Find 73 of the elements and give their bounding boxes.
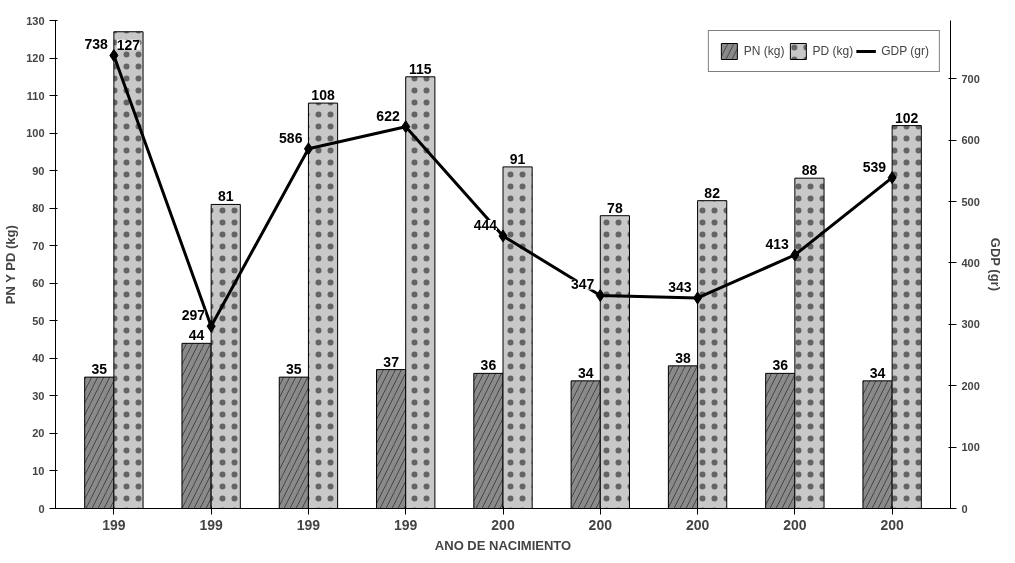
y-tick-label: 40 bbox=[32, 352, 45, 365]
data-label: 622 bbox=[376, 107, 400, 124]
data-label: 34 bbox=[869, 364, 886, 381]
data-label: 34 bbox=[577, 364, 594, 381]
data-label: 82 bbox=[704, 184, 721, 201]
data-label: 102 bbox=[895, 109, 919, 126]
data-label: 36 bbox=[480, 357, 497, 374]
data-label: 413 bbox=[765, 235, 790, 252]
x-tick-label: 200 bbox=[685, 516, 710, 533]
y-tick-label: 80 bbox=[32, 202, 45, 215]
data-label: 91 bbox=[509, 150, 526, 167]
y-tick-label: 20 bbox=[32, 427, 45, 440]
y-tick-label: 90 bbox=[32, 164, 45, 177]
data-label: 738 bbox=[84, 36, 109, 53]
point bbox=[109, 48, 119, 62]
y2-tick-label: 600 bbox=[961, 134, 980, 147]
x-tick-label: 199 bbox=[199, 516, 224, 533]
data-label: 108 bbox=[311, 87, 335, 104]
point bbox=[887, 171, 897, 185]
y-tick-label: 130 bbox=[26, 14, 45, 27]
y-tick-label: 70 bbox=[32, 239, 45, 252]
y-axis-title: PN Y PD (kg) bbox=[3, 225, 19, 305]
data-label: 36 bbox=[772, 357, 789, 374]
data-label: 37 bbox=[383, 353, 400, 370]
data-label: 127 bbox=[116, 36, 141, 53]
y-tick-label: 120 bbox=[26, 52, 45, 65]
x-tick-label: 199 bbox=[394, 516, 418, 533]
y2-tick-label: 400 bbox=[961, 256, 980, 269]
y-tick-label: 100 bbox=[26, 127, 45, 140]
point bbox=[595, 289, 605, 302]
x-tick-label: 200 bbox=[783, 516, 807, 533]
data-label: 297 bbox=[181, 307, 206, 324]
data-label: 343 bbox=[668, 278, 692, 295]
data-label: 586 bbox=[279, 129, 303, 146]
x-tick-label: 200 bbox=[880, 516, 905, 533]
y-tick-label: 110 bbox=[26, 89, 45, 102]
x-axis-title: ANO DE NACIMIENTO bbox=[434, 537, 572, 553]
x-tick-label: 199 bbox=[296, 516, 321, 533]
y-tick-label: 0 bbox=[38, 502, 45, 515]
data-label: 81 bbox=[217, 188, 234, 205]
y-tick-label: 10 bbox=[32, 464, 45, 477]
point bbox=[206, 319, 216, 333]
y2-tick-label: 500 bbox=[961, 195, 980, 208]
data-label: 115 bbox=[409, 60, 432, 77]
y-tick-label: 50 bbox=[32, 314, 45, 327]
x-tick-label: 199 bbox=[102, 516, 126, 533]
y2-tick-label: 100 bbox=[961, 441, 980, 454]
point bbox=[303, 142, 313, 156]
data-label: 78 bbox=[607, 199, 623, 216]
point bbox=[498, 229, 508, 243]
y2-tick-label: 200 bbox=[961, 379, 980, 392]
y-tick-label: 30 bbox=[32, 389, 45, 402]
x-tick-label: 200 bbox=[491, 516, 515, 533]
data-label: 347 bbox=[570, 276, 595, 293]
legend-label: GDP (gr) bbox=[881, 44, 929, 58]
point bbox=[693, 291, 703, 305]
data-label: 444 bbox=[473, 216, 498, 233]
y-tick-label: 60 bbox=[32, 277, 45, 290]
data-label: 35 bbox=[91, 361, 108, 378]
y2-tick-label: 0 bbox=[961, 502, 968, 515]
y2-tick-label: 300 bbox=[961, 318, 980, 331]
data-label: 88 bbox=[801, 162, 818, 179]
legend-label: PD (kg) bbox=[812, 44, 854, 58]
data-label: 38 bbox=[675, 349, 691, 366]
y2-tick-label: 700 bbox=[961, 72, 980, 85]
data-label: 44 bbox=[188, 327, 205, 344]
legend-label: PN (kg) bbox=[743, 44, 785, 58]
x-tick-label: 200 bbox=[588, 516, 613, 533]
point bbox=[790, 248, 800, 262]
data-label: 539 bbox=[862, 158, 887, 175]
y2-axis-title: GDP (gr) bbox=[987, 237, 1003, 291]
point bbox=[401, 120, 411, 134]
data-label: 35 bbox=[286, 361, 302, 378]
